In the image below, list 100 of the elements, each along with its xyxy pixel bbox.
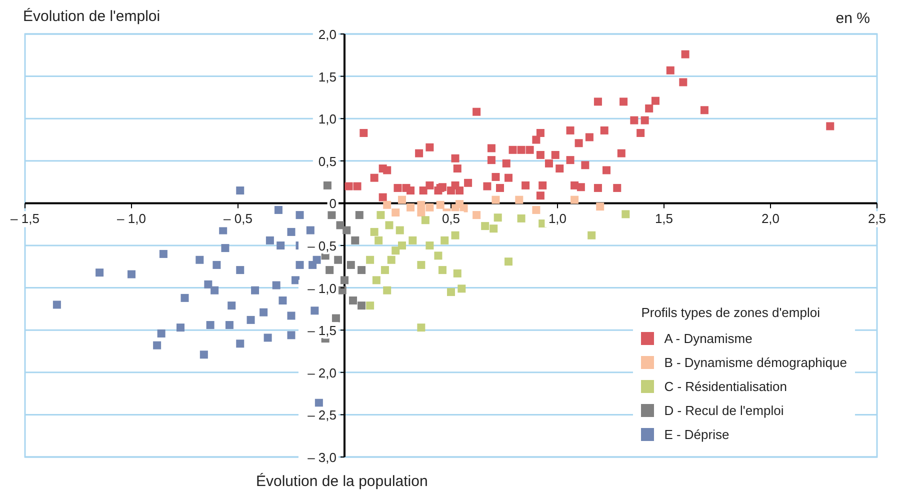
point xyxy=(408,236,417,244)
x-tick-label: 1,5 xyxy=(654,211,674,226)
point xyxy=(96,268,104,277)
point xyxy=(212,260,221,269)
point xyxy=(406,203,415,212)
point xyxy=(490,224,498,233)
point xyxy=(204,280,212,288)
point xyxy=(180,294,189,302)
point xyxy=(326,266,334,274)
x-tick-label: – 0,5 xyxy=(224,211,252,226)
y-tick-label: 1,5 xyxy=(318,69,336,84)
point xyxy=(287,331,296,340)
point xyxy=(221,244,230,252)
point xyxy=(355,211,364,220)
point xyxy=(264,334,272,342)
point xyxy=(588,231,596,240)
point xyxy=(349,296,358,304)
point xyxy=(342,226,351,234)
point xyxy=(380,266,389,274)
x-tick-label: 1,0 xyxy=(548,211,567,226)
point xyxy=(436,200,444,209)
point xyxy=(417,208,426,217)
point xyxy=(387,256,396,264)
point xyxy=(622,210,630,218)
y-axis-title: Évolution de l'emploi xyxy=(23,8,160,25)
legend-label: A - Dynamisme xyxy=(664,330,752,346)
point xyxy=(351,236,360,244)
point xyxy=(274,206,282,214)
point xyxy=(447,288,455,296)
point xyxy=(219,226,228,234)
point xyxy=(570,196,579,204)
point xyxy=(504,258,513,266)
point xyxy=(392,246,400,255)
point xyxy=(458,284,466,293)
point xyxy=(383,200,392,209)
y-tick-label: – 0,5 xyxy=(308,238,336,254)
point xyxy=(417,200,426,209)
point xyxy=(492,196,500,204)
point xyxy=(251,286,260,294)
point xyxy=(460,204,468,212)
point xyxy=(472,211,481,220)
point xyxy=(370,228,378,236)
point xyxy=(260,308,268,316)
point xyxy=(159,250,168,258)
point xyxy=(272,281,280,290)
point xyxy=(517,214,526,222)
point xyxy=(206,321,214,330)
point xyxy=(417,324,426,332)
point xyxy=(246,316,255,324)
point xyxy=(392,208,400,217)
point xyxy=(426,242,434,250)
point xyxy=(128,270,136,278)
point xyxy=(292,276,300,284)
legend-title: Profils types de zones d'emploi xyxy=(641,305,821,320)
point xyxy=(440,236,449,244)
point xyxy=(515,196,524,204)
x-tick-label: 0,5 xyxy=(442,211,460,226)
point xyxy=(306,226,314,234)
legend-label: D - Recul de l'emploi xyxy=(664,402,784,418)
point xyxy=(157,329,166,338)
point xyxy=(358,302,366,310)
point xyxy=(210,286,219,294)
y-tick-label: 0 xyxy=(329,196,336,212)
y-tick-label: 0,5 xyxy=(318,154,336,169)
x-tick-label: – 1,5 xyxy=(10,211,40,226)
text: en % xyxy=(836,10,870,27)
point xyxy=(596,202,604,211)
point xyxy=(374,236,383,244)
x-tick-label: – 1,0 xyxy=(117,211,146,226)
point xyxy=(398,196,406,204)
point xyxy=(332,314,340,322)
point xyxy=(153,341,162,350)
point xyxy=(236,266,244,274)
y-tick-label: – 1,0 xyxy=(308,280,336,296)
x-axis-title: Évolution de la population xyxy=(256,473,428,490)
point xyxy=(383,286,392,294)
point xyxy=(376,211,385,220)
point xyxy=(494,214,502,222)
y-tick-label: – 3,0 xyxy=(308,450,336,465)
point xyxy=(336,221,344,230)
point xyxy=(287,228,296,236)
point xyxy=(266,236,274,244)
point xyxy=(372,276,380,284)
point xyxy=(366,302,374,310)
point xyxy=(481,222,490,230)
legend-label: B - Dynamisme démographique xyxy=(664,354,847,370)
y-tick-label: – 2,5 xyxy=(308,408,336,423)
point xyxy=(296,260,304,269)
point xyxy=(396,226,404,234)
point xyxy=(434,252,442,260)
point xyxy=(310,306,319,315)
point xyxy=(276,242,285,250)
x-tick-label: 2,0 xyxy=(761,211,780,226)
legend-label: C - Résidentialisation xyxy=(664,378,788,394)
point xyxy=(346,260,355,269)
point xyxy=(176,324,184,332)
y-tick-label: – 2,0 xyxy=(308,365,336,380)
point xyxy=(236,340,244,348)
point xyxy=(287,312,296,320)
point xyxy=(236,186,244,195)
